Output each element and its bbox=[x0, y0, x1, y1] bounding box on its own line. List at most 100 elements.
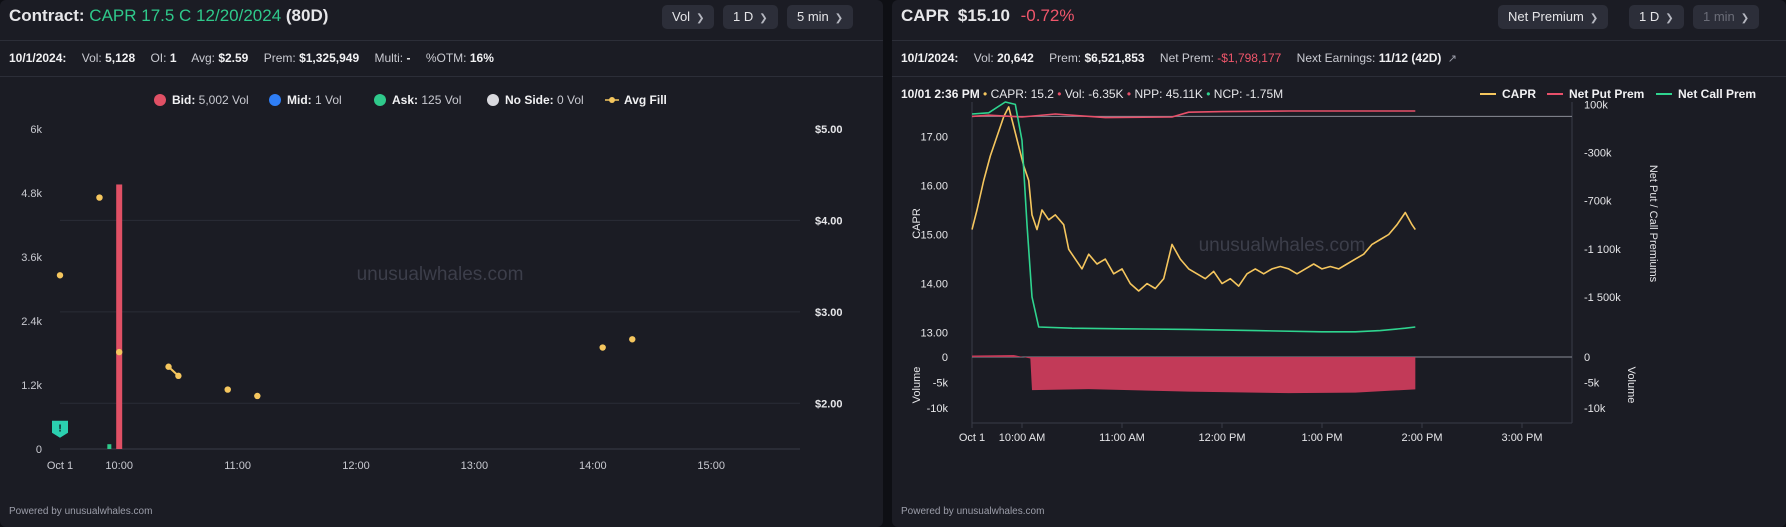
y-left-tick: 6k bbox=[30, 124, 42, 136]
y-right-tick: -1 100k bbox=[1584, 244, 1621, 256]
y-left-tick: 1.2k bbox=[21, 380, 42, 392]
y-right-tick: $5.00 bbox=[815, 124, 843, 136]
x-tick: 2:00 PM bbox=[1402, 432, 1443, 444]
avg-fill-point bbox=[165, 363, 172, 370]
avg-fill-point bbox=[629, 336, 636, 343]
x-tick: 15:00 bbox=[697, 460, 725, 472]
y-right-tick: 100k bbox=[1584, 99, 1608, 111]
legend-label-2: Net Call Prem bbox=[1678, 87, 1756, 101]
ticker-symbol[interactable]: CAPR bbox=[901, 6, 950, 25]
period-dropdown[interactable]: 1 D ❯ bbox=[1629, 5, 1684, 29]
interval-dropdown[interactable]: 5 min ❯ bbox=[787, 5, 854, 29]
contract-title-label: Contract: bbox=[9, 6, 85, 25]
contract-name[interactable]: CAPR 17.5 C 12/20/2024 bbox=[89, 6, 282, 25]
ticker-header: CAPR $15.10 -0.72% Net Premium ❯ 1 D ❯ 1 m… bbox=[892, 0, 1786, 41]
stats-prem: $6,521,853 bbox=[1084, 51, 1145, 65]
volume-title-left: Volume bbox=[911, 367, 923, 404]
contract-chart[interactable]: Bid: 5,002 Vol Mid: 1 Vol Ask: 125 Vol No S… bbox=[0, 80, 883, 500]
chevron-down-icon: ❯ bbox=[759, 13, 768, 24]
volume-tick-left: -5k bbox=[933, 377, 949, 389]
watermark: unusualwhales.com bbox=[1199, 235, 1366, 256]
y-right-tick: -700k bbox=[1584, 196, 1612, 208]
x-tick: 10:00 AM bbox=[999, 432, 1045, 444]
avg-fill-point bbox=[224, 386, 231, 393]
legend-label-4: Avg Fill bbox=[624, 93, 667, 107]
stats-earnings-label: Next Earnings: bbox=[1296, 51, 1376, 65]
period-dropdown-label: 1 D bbox=[1639, 9, 1660, 24]
legend-label-0: CAPR bbox=[1502, 87, 1536, 101]
volume-tick-right: -10k bbox=[1584, 403, 1606, 415]
y-left-tick: 17.00 bbox=[920, 131, 948, 143]
legend-label-3: No Side: 0 Vol bbox=[505, 93, 584, 107]
stats-prem-label: Prem: bbox=[263, 51, 296, 65]
period-dropdown[interactable]: 1 D ❯ bbox=[723, 5, 778, 29]
y-left-title: CAPR bbox=[911, 208, 923, 239]
interval-dropdown[interactable]: 1 min ❯ bbox=[1693, 5, 1760, 29]
period-dropdown-label: 1 D bbox=[733, 9, 754, 24]
volume-tick-left: 0 bbox=[942, 352, 948, 364]
y-right-tick: $3.00 bbox=[815, 307, 843, 319]
legend-swatch-0 bbox=[154, 94, 166, 106]
stats-vol: 20,642 bbox=[997, 51, 1034, 65]
y-left-tick: 3.6k bbox=[21, 252, 42, 264]
ticker-title: CAPR $15.10 -0.72% bbox=[901, 6, 1075, 26]
series-line-net-call-prem bbox=[971, 101, 1416, 333]
ticker-change: -0.72% bbox=[1020, 6, 1075, 25]
legend-swatch-3 bbox=[487, 94, 499, 106]
stats-date: 10/1/2024: bbox=[9, 51, 67, 65]
x-tick: 1:00 PM bbox=[1302, 432, 1343, 444]
legend-label-2: Ask: 125 Vol bbox=[392, 93, 461, 107]
vol-dropdown[interactable]: Vol ❯ bbox=[662, 5, 715, 29]
avg-fill-point bbox=[175, 372, 182, 380]
y-left-tick: 14.00 bbox=[920, 279, 948, 291]
chevron-down-icon: ❯ bbox=[834, 13, 844, 24]
chevron-down-icon: ❯ bbox=[1665, 13, 1674, 24]
crosshair-tooltip: 10/01 2:36 PM • CAPR: 15.2 • Vol: -6.35K… bbox=[901, 87, 1283, 101]
stats-vol-label: Vol: bbox=[81, 51, 102, 65]
stats-earnings[interactable]: 11/12 (42D) bbox=[1378, 51, 1442, 65]
stats-oi: 1 bbox=[169, 51, 177, 65]
avg-fill-point bbox=[56, 272, 64, 279]
stats-prem: $1,325,949 bbox=[299, 51, 360, 65]
net-premium-dropdown-label: Net Premium bbox=[1508, 9, 1584, 24]
ticker-price: $15.10 bbox=[957, 6, 1010, 25]
ticker-panel: CAPR $15.10 -0.72% Net Premium ❯ 1 D ❯ 1 m… bbox=[892, 0, 1786, 527]
stats-avg-label: Avg: bbox=[191, 51, 215, 65]
volume-bar-ask bbox=[107, 444, 112, 449]
interval-dropdown-label: 5 min bbox=[797, 9, 829, 24]
volume-tick-right: -5k bbox=[1584, 377, 1600, 389]
volume-area bbox=[972, 354, 1416, 394]
chevron-down-icon: ❯ bbox=[1740, 13, 1750, 24]
contract-title: Contract: CAPR 17.5 C 12/20/2024 (80D) bbox=[9, 6, 328, 26]
y-right-tick: -300k bbox=[1584, 148, 1612, 160]
x-tick: 12:00 PM bbox=[1198, 432, 1245, 444]
x-tick: Oct 1 bbox=[47, 460, 73, 472]
y-right-title: Net Put / Call Premiums bbox=[1647, 165, 1659, 283]
premium-chart[interactable]: 10/01 2:36 PM • CAPR: 15.2 • Vol: -6.35K… bbox=[892, 80, 1786, 500]
avg-fill-point bbox=[254, 392, 261, 400]
x-tick: 3:00 PM bbox=[1502, 432, 1543, 444]
legend-label-1: Mid: 1 Vol bbox=[287, 93, 342, 107]
stats-vol-label: Vol: bbox=[973, 51, 994, 65]
y-right-tick: -1 500k bbox=[1584, 292, 1621, 304]
volume-title-right: Volume bbox=[1625, 367, 1637, 404]
y-left-tick: 15.00 bbox=[920, 230, 948, 242]
legend-swatch-1 bbox=[269, 94, 281, 106]
contract-header: Contract: CAPR 17.5 C 12/20/2024 (80D) V… bbox=[0, 0, 883, 41]
stats-vol: 5,128 bbox=[105, 51, 136, 65]
volume-bar-bid bbox=[116, 184, 123, 449]
series-line-net-put-prem bbox=[971, 110, 1416, 119]
y-right-tick: $2.00 bbox=[815, 398, 843, 410]
contract-dte: (80D) bbox=[285, 6, 329, 25]
legend-avg-fill-dot bbox=[609, 97, 615, 103]
stats-oi-label: OI: bbox=[150, 51, 167, 65]
stats-otm-label: %OTM: bbox=[425, 51, 467, 65]
x-tick: 14:00 bbox=[579, 460, 607, 472]
net-premium-dropdown[interactable]: Net Premium ❯ bbox=[1498, 5, 1609, 29]
contract-stats: 10/1/2024: Vol: 5,128 OI: 1 Avg: $2.59 P… bbox=[0, 40, 883, 77]
avg-fill-point bbox=[116, 348, 123, 356]
y-left-tick: 16.00 bbox=[920, 180, 948, 192]
chevron-down-icon: ❯ bbox=[1589, 13, 1599, 24]
event-marker bbox=[52, 420, 68, 438]
external-link-icon[interactable]: ↗ bbox=[1447, 53, 1457, 65]
